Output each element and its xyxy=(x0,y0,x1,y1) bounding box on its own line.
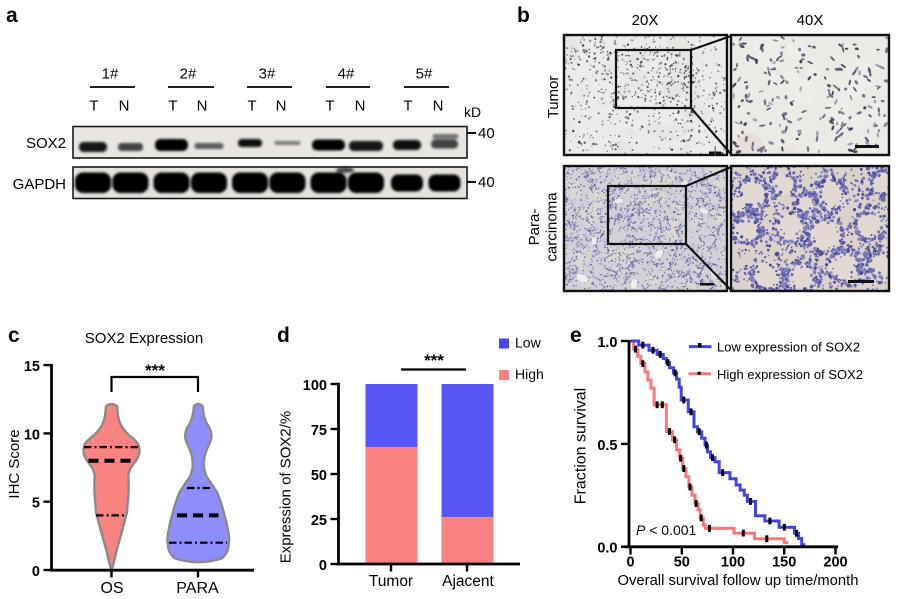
svg-text:N: N xyxy=(355,98,366,115)
svg-text:1#: 1# xyxy=(102,66,119,83)
svg-text:40: 40 xyxy=(478,174,495,191)
svg-text:2#: 2# xyxy=(180,66,197,83)
svg-text:N: N xyxy=(433,98,444,115)
svg-text:N: N xyxy=(119,98,130,115)
svg-text:a: a xyxy=(6,4,18,27)
svg-text:N: N xyxy=(197,98,208,115)
svg-text:T: T xyxy=(403,98,412,115)
svg-text:T: T xyxy=(89,98,98,115)
svg-text:5#: 5# xyxy=(416,66,433,83)
svg-text:N: N xyxy=(276,98,287,115)
svg-text:T: T xyxy=(168,98,177,115)
svg-text:SOX2: SOX2 xyxy=(26,135,66,152)
svg-text:3#: 3# xyxy=(259,66,276,83)
svg-text:40: 40 xyxy=(478,125,495,142)
svg-text:20X: 20X xyxy=(632,12,659,29)
svg-text:T: T xyxy=(247,98,256,115)
svg-text:T: T xyxy=(325,98,334,115)
svg-text:40X: 40X xyxy=(797,12,824,29)
svg-text:4#: 4# xyxy=(338,66,355,83)
svg-text:b: b xyxy=(517,4,530,27)
svg-text:GAPDH: GAPDH xyxy=(13,176,66,193)
svg-text:kD: kD xyxy=(464,104,481,120)
